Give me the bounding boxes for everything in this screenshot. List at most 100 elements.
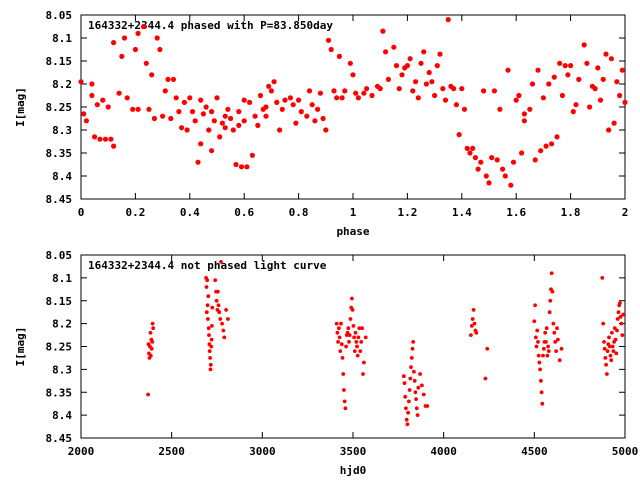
- unphased-y-axis-title: I[mag]: [14, 327, 27, 367]
- unphased-data-point: [218, 317, 223, 321]
- unphased-data-point: [206, 294, 211, 299]
- unphased-data-point: [472, 321, 477, 326]
- phased-data-point: [413, 79, 419, 85]
- phased-y-tick-label: 8.3: [52, 124, 72, 137]
- phased-data-point: [570, 109, 576, 115]
- phased-plot-frame: [80, 14, 626, 200]
- phased-data-point: [209, 109, 215, 115]
- unphased-data-point: [469, 324, 474, 328]
- unphased-data-point: [361, 372, 365, 376]
- phased-data-point: [562, 63, 568, 69]
- phased-data-point: [619, 67, 625, 73]
- phased-data-point: [141, 23, 147, 30]
- unphased-data-point: [337, 326, 341, 331]
- phased-data-point: [173, 95, 179, 101]
- phased-data-point: [306, 88, 313, 94]
- phased-data-point: [304, 113, 310, 119]
- phased-data-point: [461, 106, 468, 112]
- unphased-data-point: [602, 340, 606, 344]
- phased-data-point: [195, 159, 201, 165]
- unphased-data-point: [206, 317, 210, 321]
- unphased-data-point: [532, 319, 537, 324]
- unphased-light-curve-panel: 2000 2500 3000 3500 4000 4500 5000 8.05 8.1 8.15 8…: [14, 249, 638, 477]
- unphased-data-point: [342, 399, 347, 404]
- unphased-data-point: [610, 330, 614, 335]
- phased-data-point: [184, 127, 190, 133]
- unphased-data-point: [536, 353, 541, 358]
- phased-data-point: [608, 56, 615, 62]
- phased-x-tick-label: 1.4: [452, 206, 472, 219]
- phased-data-point: [135, 30, 141, 36]
- phased-data-point: [565, 72, 571, 78]
- unphased-data-point: [543, 330, 548, 335]
- unphased-data-point: [559, 346, 564, 351]
- unphased-data-point: [346, 326, 351, 331]
- unphased-data-point: [555, 326, 559, 331]
- phased-data-point: [217, 134, 223, 140]
- phased-data-point: [380, 28, 386, 34]
- unphased-data-point: [358, 349, 363, 353]
- unphased-data-point: [206, 326, 211, 331]
- phased-data-point: [116, 90, 122, 96]
- phased-data-point: [540, 95, 547, 101]
- unphased-data-point: [415, 413, 420, 417]
- phased-data-point: [336, 53, 342, 60]
- phased-data-point: [89, 92, 95, 99]
- unphased-data-point: [217, 310, 222, 315]
- phased-data-point: [94, 102, 100, 108]
- unphased-data-point: [359, 340, 364, 344]
- unphased-data-point: [408, 376, 413, 381]
- unphased-data-point: [413, 390, 418, 395]
- phased-data-point: [192, 118, 198, 124]
- phased-data-point: [361, 90, 367, 96]
- phased-x-tick-label: 1.2: [397, 206, 417, 219]
- phased-data-point: [519, 150, 525, 156]
- unphased-x-tick-label: 4500: [521, 445, 548, 458]
- phased-data-point: [160, 113, 166, 119]
- unphased-data-point: [619, 321, 624, 326]
- phased-data-point: [535, 67, 541, 73]
- unphased-data-point: [605, 372, 609, 376]
- phased-data-point: [502, 173, 508, 179]
- phased-data-point: [233, 161, 239, 168]
- unphased-data-point: [547, 310, 552, 315]
- phased-data-point: [211, 118, 217, 124]
- phased-data-point: [456, 132, 462, 138]
- phased-data-point: [472, 155, 478, 161]
- unphased-data-point: [216, 303, 221, 308]
- unphased-data-point: [616, 310, 621, 315]
- unphased-data-point: [546, 349, 551, 353]
- unphased-data-point: [471, 308, 476, 312]
- phased-data-point: [410, 88, 416, 94]
- unphased-data-point: [216, 289, 220, 294]
- phased-data-point: [453, 102, 459, 108]
- phased-data-point: [119, 53, 125, 60]
- unphased-data-point: [406, 410, 410, 415]
- phased-data-point: [230, 127, 236, 133]
- phased-data-point: [421, 49, 427, 55]
- unphased-data-point: [601, 321, 606, 326]
- unphased-data-point: [557, 358, 562, 363]
- phased-data-point: [557, 60, 563, 66]
- phased-data-point: [263, 113, 269, 119]
- phased-data-point: [154, 35, 160, 41]
- unphased-data-point: [553, 340, 558, 344]
- unphased-data-point: [150, 340, 155, 344]
- phased-data-point: [391, 44, 397, 50]
- phased-data-point: [219, 120, 225, 126]
- unphased-data-point: [352, 335, 356, 340]
- phased-data-point: [334, 95, 340, 101]
- unphased-data-point: [541, 353, 545, 358]
- unphased-x-tick-label: 2000: [68, 445, 95, 458]
- phased-data-point: [179, 125, 185, 131]
- unphased-data-point: [409, 356, 414, 360]
- phased-data-point: [222, 113, 228, 119]
- unphased-data-point: [347, 340, 351, 344]
- unphased-y-tick-label: 8.35: [46, 386, 73, 399]
- unphased-data-point: [618, 301, 622, 305]
- phased-data-point: [481, 88, 487, 94]
- unphased-data-point: [414, 397, 418, 401]
- unphased-data-point: [341, 372, 346, 376]
- unphased-data-point: [336, 340, 340, 344]
- unphased-data-point: [615, 328, 619, 333]
